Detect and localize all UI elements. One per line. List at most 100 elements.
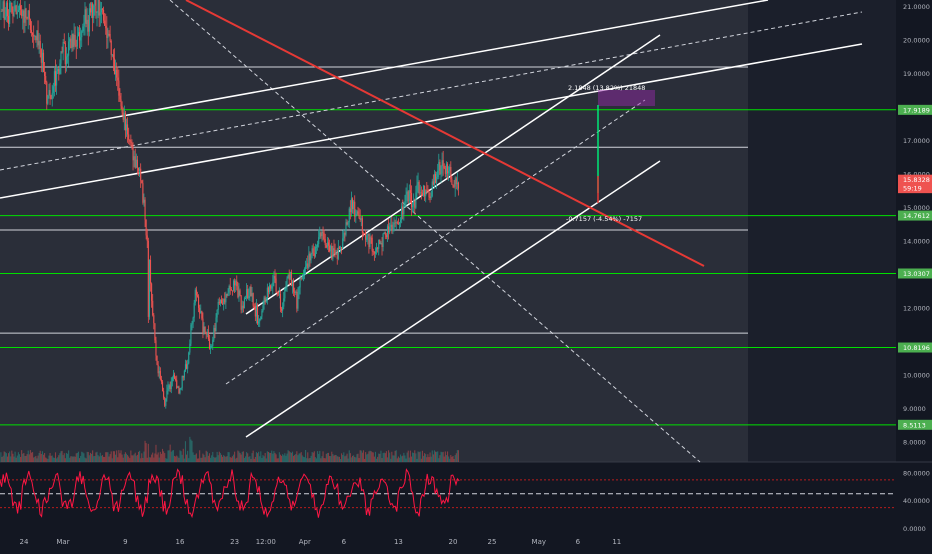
- candle-body: [227, 292, 229, 296]
- volume-bar: [128, 456, 130, 462]
- candle-body: [59, 63, 61, 74]
- volume-bar: [189, 436, 191, 462]
- candle-body: [315, 246, 318, 248]
- candle-body: [235, 280, 237, 286]
- candle-body: [226, 294, 228, 296]
- candle-body: [285, 287, 287, 289]
- volume-bar: [338, 456, 340, 462]
- volume-bar: [331, 451, 333, 462]
- candle-body: [302, 274, 304, 277]
- volume-bar: [248, 456, 250, 462]
- projection-box[interactable]: [598, 90, 655, 106]
- upper-trendline-dashed[interactable]: [0, 11, 863, 171]
- volume-bar: [69, 457, 71, 462]
- candle-body: [170, 381, 172, 390]
- volume-bar: [222, 456, 224, 462]
- volume-bar: [234, 451, 236, 462]
- candle-body: [449, 166, 451, 172]
- volume-bar: [225, 456, 227, 462]
- channel-mid-dashed[interactable]: [225, 99, 646, 385]
- candle-body: [347, 222, 349, 225]
- price-tick-label: 9.0000: [903, 405, 926, 413]
- candle-body: [188, 352, 190, 364]
- volume-bar: [265, 458, 267, 462]
- volume-bar: [240, 454, 242, 462]
- candle-body: [381, 243, 383, 248]
- candle-body: [124, 112, 126, 131]
- volume-bar: [224, 456, 226, 462]
- candle-body: [282, 306, 284, 311]
- candle-body: [295, 291, 297, 293]
- volume-bar: [101, 455, 104, 462]
- volume-bar: [149, 457, 152, 462]
- volume-bar: [36, 458, 38, 462]
- volume-bar: [409, 450, 411, 462]
- candle-body: [119, 95, 121, 100]
- volume-bar: [395, 450, 397, 462]
- volume-bar: [230, 457, 232, 462]
- candle-body: [130, 141, 132, 143]
- candle-body: [0, 10, 2, 12]
- oscillator-line: [0, 468, 460, 519]
- upper-trendline-1[interactable]: [0, 0, 769, 139]
- candle-body: [234, 280, 236, 286]
- price-badge: [898, 342, 932, 353]
- candle-body: [419, 192, 421, 194]
- candle-body: [29, 19, 31, 30]
- indicator-tick-label: 40.0000: [903, 497, 930, 505]
- candle-body: [409, 190, 411, 193]
- candle-body: [1, 10, 3, 12]
- volume-bar: [305, 450, 307, 462]
- candle-body: [99, 12, 101, 16]
- volume-bar: [171, 450, 173, 462]
- candle-body: [421, 193, 423, 196]
- volume-bar: [72, 456, 74, 462]
- candle-body: [117, 77, 119, 81]
- volume-bar: [223, 455, 225, 462]
- volume-bar: [309, 457, 311, 462]
- upper-trendline-2[interactable]: [0, 43, 863, 199]
- candle-body: [406, 191, 408, 195]
- channel-upper-line[interactable]: [245, 34, 661, 315]
- candle-body: [431, 181, 433, 197]
- candle-body: [433, 174, 435, 185]
- candle-body: [183, 370, 185, 378]
- candle-body: [297, 294, 299, 309]
- volume-bar: [427, 454, 429, 462]
- price-badge-label: 14.7612: [903, 212, 930, 220]
- candle-body: [111, 54, 113, 56]
- time-tick-label: 6: [576, 538, 581, 546]
- candle-body: [440, 173, 442, 175]
- candle-body: [232, 280, 235, 291]
- volume-bar: [10, 456, 12, 462]
- volume-bar: [333, 455, 335, 462]
- candle-body: [103, 9, 105, 21]
- candle-body: [158, 371, 160, 374]
- candle-body: [274, 275, 276, 279]
- candle-body: [41, 52, 43, 63]
- volume-bar: [60, 451, 62, 462]
- candle-body: [66, 55, 69, 57]
- candle-body: [49, 90, 51, 96]
- volume-bar: [444, 451, 446, 462]
- candle-body: [415, 192, 417, 208]
- candle-body: [279, 293, 282, 309]
- candle-body: [12, 12, 14, 16]
- volume-bar: [215, 457, 217, 462]
- red-resistance-line[interactable]: [185, 0, 705, 267]
- candle-body: [237, 286, 239, 298]
- candle-body: [216, 309, 218, 318]
- candle-body: [152, 300, 154, 316]
- volume-bar: [115, 454, 117, 462]
- candle-body: [189, 343, 191, 353]
- candle-body: [397, 223, 399, 225]
- volume-bar: [28, 454, 30, 462]
- candle-body: [439, 161, 441, 174]
- candle-body: [333, 248, 335, 251]
- volume-bar: [151, 454, 153, 462]
- descending-dashed-line[interactable]: [169, 0, 701, 463]
- candle-body: [398, 222, 401, 224]
- volume-bar: [160, 453, 162, 462]
